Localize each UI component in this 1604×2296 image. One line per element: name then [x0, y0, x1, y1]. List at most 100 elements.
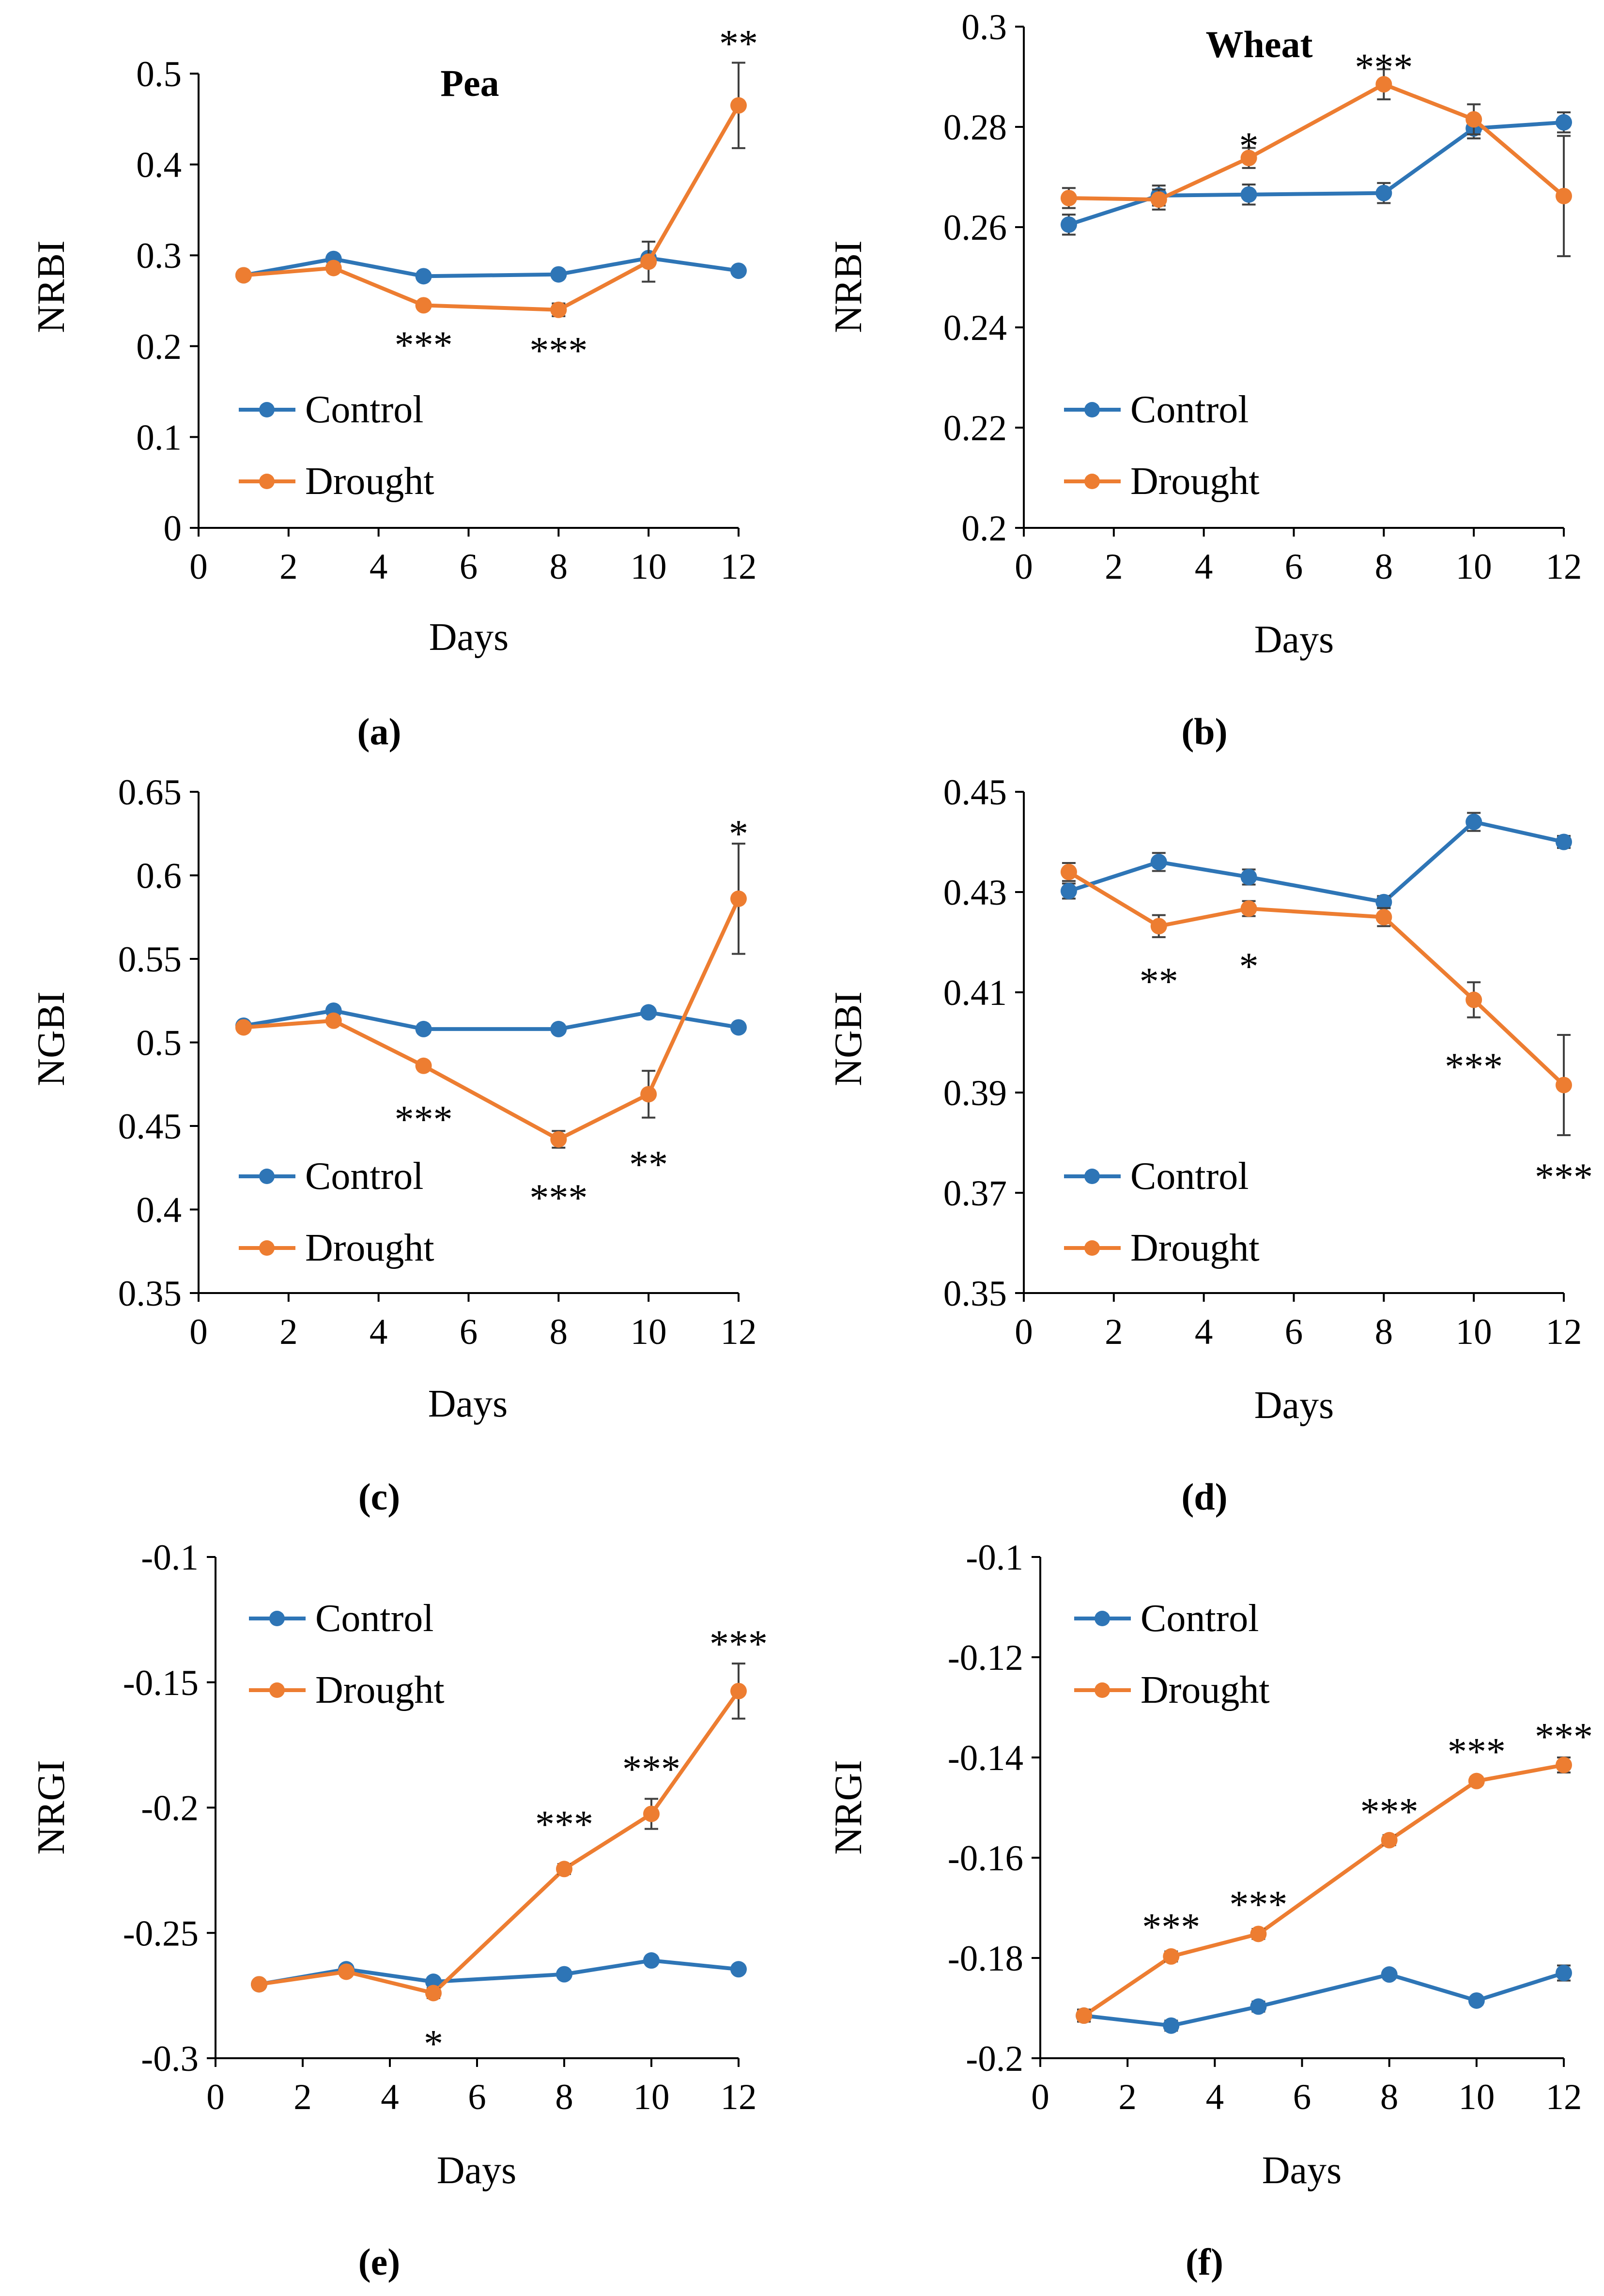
legend: Control Drought [1064, 388, 1260, 503]
legend-drought-label: Drought [305, 1227, 434, 1269]
data-point-control [425, 1973, 442, 1990]
legend: Control Drought [239, 388, 434, 503]
x-tick-label: 6 [1285, 547, 1303, 587]
y-tick-label: 0.26 [943, 208, 1007, 248]
legend-control-label: Control [305, 1155, 423, 1198]
y-axis-label: NRGI [827, 1760, 870, 1855]
data-point-control [1465, 814, 1482, 831]
legend-control-marker [259, 402, 275, 417]
legend-control-label: Control [305, 388, 423, 431]
y-tick-label: -0.1 [141, 1538, 199, 1578]
data-point-drought [643, 1805, 660, 1822]
x-tick-label: 0 [1015, 547, 1033, 587]
legend-control-label: Control [1130, 388, 1249, 431]
significance-label: *** [395, 324, 453, 367]
y-tick-label: 0.3 [961, 7, 1007, 47]
series-drought-line [259, 1690, 740, 1995]
data-point-drought [415, 1057, 432, 1074]
y-tick-label: 0.5 [136, 1023, 182, 1063]
series-control-line [243, 1008, 739, 1031]
significance-label: *** [1535, 1715, 1593, 1758]
panel-f-wheat-nrgi: NRGI Days (f) Control Drought -0.2-0.18-… [827, 1538, 1593, 2283]
series-drought-line [1082, 1763, 1564, 2018]
panel-caption: (c) [358, 1476, 401, 1518]
data-point-control [730, 1019, 747, 1036]
x-tick-label: 4 [370, 1312, 388, 1352]
data-point-drought [640, 253, 657, 270]
data-point-control [1556, 1965, 1572, 1982]
y-tick-label: 0.37 [943, 1173, 1007, 1214]
data-point-control [640, 1004, 657, 1021]
x-tick-label: 2 [279, 547, 298, 587]
data-point-drought [325, 1012, 342, 1029]
x-tick-label: 4 [381, 2077, 399, 2117]
data-point-drought [235, 267, 252, 284]
legend-drought-marker [1084, 474, 1100, 489]
significance-label: *** [529, 1177, 587, 1219]
x-tick-label: 2 [1105, 547, 1123, 587]
x-tick-label: 8 [550, 547, 568, 587]
x-tick-label: 8 [1380, 2077, 1399, 2117]
x-tick-label: 6 [460, 1312, 478, 1352]
data-point-drought [425, 1985, 442, 2002]
data-point-control [730, 1961, 747, 1978]
data-point-drought [415, 297, 432, 314]
legend: Control Drought [249, 1597, 445, 1711]
significance-label: *** [395, 1098, 453, 1141]
data-point-drought [1076, 2007, 1093, 2024]
data-point-drought [730, 890, 747, 907]
y-tick-label: 0.3 [136, 236, 182, 276]
legend-control-label: Control [1130, 1155, 1249, 1198]
data-point-drought [1465, 111, 1482, 128]
data-point-drought [1381, 1832, 1398, 1849]
y-tick-label: -0.25 [123, 1913, 199, 1954]
legend-drought-marker [269, 1682, 285, 1698]
panel-caption: (a) [357, 710, 401, 753]
data-point-control [415, 1020, 432, 1037]
series-drought-line [1067, 870, 1565, 1087]
legend-control-marker [1095, 1611, 1110, 1626]
legend-drought-label: Drought [1141, 1669, 1270, 1711]
legend-control-marker [1084, 1169, 1100, 1184]
data-point-drought [1375, 909, 1392, 925]
data-point-control [730, 262, 747, 279]
y-tick-label: -0.1 [966, 1538, 1023, 1578]
x-tick-label: 10 [1456, 547, 1492, 587]
y-tick-label: 0.41 [943, 973, 1007, 1013]
y-tick-label: 0.43 [943, 873, 1007, 913]
legend-drought-marker [259, 474, 275, 489]
series-drought-line [243, 898, 740, 1141]
data-point-drought [251, 1976, 267, 1993]
x-tick-label: 10 [633, 2077, 670, 2117]
x-tick-label: 2 [279, 1312, 298, 1352]
y-tick-label: 0 [164, 509, 182, 549]
panel-a-pea-nrbi: NRBI Days (a) Pea Control Drought 0 0.1 0.… [30, 22, 758, 753]
data-point-drought [556, 1861, 572, 1878]
x-tick-label: 8 [1375, 547, 1393, 587]
y-tick-label: -0.3 [141, 2039, 199, 2079]
data-point-drought [1556, 1757, 1572, 1773]
data-point-control [1375, 894, 1392, 910]
data-point-drought [1556, 1077, 1572, 1094]
significance-label: *** [1142, 1906, 1200, 1949]
data-point-drought [640, 1086, 657, 1103]
x-axis-label: Days [1262, 2149, 1342, 2192]
x-tick-label: 6 [1293, 2077, 1311, 2117]
significance-label: * [1239, 125, 1259, 168]
significance-label: ** [719, 22, 758, 65]
x-tick-label: 4 [370, 547, 388, 587]
series-drought-line [243, 104, 740, 312]
data-point-drought [338, 1963, 355, 1980]
data-point-control [1240, 186, 1257, 203]
x-tick-label: 10 [631, 547, 667, 587]
panel-caption: (f) [1186, 2241, 1223, 2283]
significance-label: *** [535, 1803, 593, 1846]
significance-label: * [424, 2022, 443, 2065]
panel-title: Pea [440, 62, 499, 104]
data-point-drought [1375, 76, 1392, 93]
legend: Control Drought [1064, 1155, 1260, 1269]
data-point-drought [730, 97, 747, 114]
data-point-control [415, 268, 432, 285]
y-tick-label: -0.2 [966, 2039, 1023, 2079]
